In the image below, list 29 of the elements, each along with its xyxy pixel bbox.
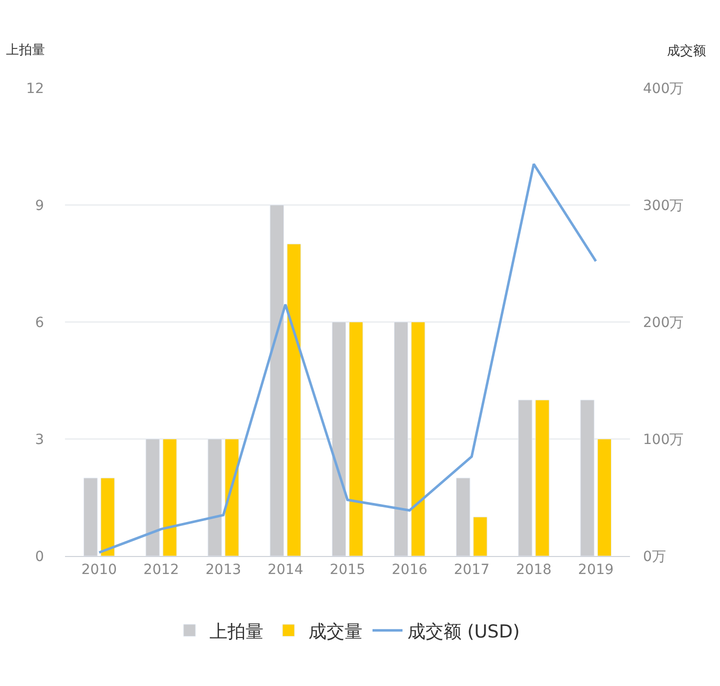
x-tick-label: 2015 (330, 562, 366, 578)
y-tick-label: 9 (35, 198, 44, 214)
bar (84, 478, 98, 556)
legend-label: 成交量 (308, 621, 362, 642)
x-tick-label: 2010 (81, 562, 117, 578)
y-tick-label: 12 (26, 80, 44, 97)
y2-axis-title: 成交额 (667, 43, 706, 59)
y2-tick-label: 100万 (643, 432, 684, 448)
x-tick-label: 2017 (454, 562, 490, 578)
y-tick-label: 6 (35, 314, 44, 331)
bar (473, 516, 488, 556)
legend-label: 上拍量 (210, 621, 264, 642)
x-tick-label: 2013 (206, 562, 242, 578)
y2-tick-label: 200万 (643, 314, 684, 331)
bar (456, 478, 470, 556)
x-tick-label: 2014 (268, 562, 304, 578)
x-tick-label: 2012 (143, 562, 180, 578)
y-tick-label: 0 (35, 548, 44, 565)
line-series (98, 162, 598, 554)
x-tick-label: 2018 (516, 562, 552, 578)
x-tick-label: 2019 (578, 562, 614, 578)
y2-tick-label: 0万 (643, 548, 666, 565)
x-tick-label: 2016 (392, 562, 428, 578)
y-axis-title: 上拍量 (6, 43, 45, 58)
y2-tick-label: 400万 (643, 80, 684, 97)
y2-tick-label: 300万 (643, 198, 684, 214)
y-tick-label: 3 (35, 432, 44, 448)
legend-label: 成交额 (USD) (408, 621, 520, 642)
bar (100, 478, 115, 556)
